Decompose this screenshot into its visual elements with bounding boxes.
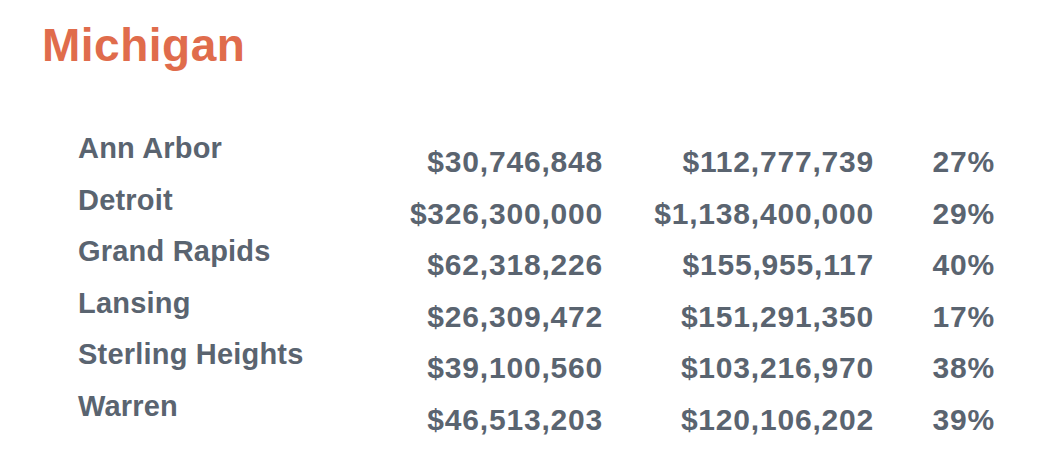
amount-column-2: $120,106,202 — [603, 405, 874, 435]
amount-column-2: $155,955,117 — [603, 250, 874, 280]
city-name-label: Grand Rapids — [78, 237, 403, 266]
table-row: Sterling Heights$39,100,560$103,216,9703… — [78, 340, 995, 392]
page-title: Michigan — [42, 22, 245, 68]
table-row: Detroit$326,300,000$1,138,400,00029% — [78, 186, 995, 238]
amount-column-1: $326,300,000 — [403, 199, 603, 229]
city-name-label: Detroit — [78, 186, 403, 215]
table-row: Warren$46,513,203$120,106,20239% — [78, 392, 995, 444]
city-name-label: Lansing — [78, 289, 403, 318]
city-name-label: Sterling Heights — [78, 340, 403, 369]
amount-column-1: $26,309,472 — [403, 302, 603, 332]
percent-column: 29% — [874, 199, 995, 229]
michigan-report-section: Michigan Ann Arbor$30,746,848$112,777,73… — [0, 0, 1040, 470]
percent-column: 39% — [874, 405, 995, 435]
amount-column-2: $151,291,350 — [603, 302, 874, 332]
amount-column-2: $103,216,970 — [603, 353, 874, 383]
amount-column-2: $112,777,739 — [603, 147, 874, 177]
percent-column: 27% — [874, 147, 995, 177]
percent-column: 40% — [874, 250, 995, 280]
percent-column: 38% — [874, 353, 995, 383]
amount-column-1: $46,513,203 — [403, 405, 603, 435]
amount-column-2: $1,138,400,000 — [603, 199, 874, 229]
amount-column-1: $62,318,226 — [403, 250, 603, 280]
city-name-label: Warren — [78, 392, 403, 421]
amount-column-1: $30,746,848 — [403, 147, 603, 177]
amount-column-1: $39,100,560 — [403, 353, 603, 383]
percent-column: 17% — [874, 302, 995, 332]
city-name-label: Ann Arbor — [78, 134, 403, 163]
city-funding-table: Ann Arbor$30,746,848$112,777,73927%Detro… — [78, 134, 995, 443]
table-row: Ann Arbor$30,746,848$112,777,73927% — [78, 134, 995, 186]
table-row: Lansing$26,309,472$151,291,35017% — [78, 289, 995, 341]
table-row: Grand Rapids$62,318,226$155,955,11740% — [78, 237, 995, 289]
